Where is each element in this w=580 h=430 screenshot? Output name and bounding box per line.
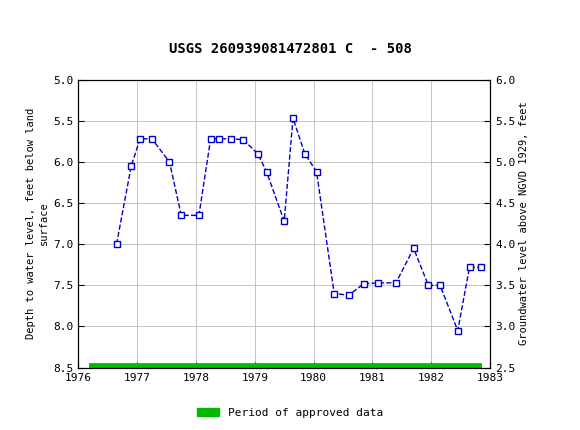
Y-axis label: Depth to water level, feet below land
surface: Depth to water level, feet below land su… [26,108,49,339]
Legend: Period of approved data: Period of approved data [193,403,387,422]
Text: ≈USGS: ≈USGS [9,10,79,28]
Y-axis label: Groundwater level above NGVD 1929, feet: Groundwater level above NGVD 1929, feet [519,102,530,345]
Text: USGS 260939081472801 C  - 508: USGS 260939081472801 C - 508 [169,42,411,56]
